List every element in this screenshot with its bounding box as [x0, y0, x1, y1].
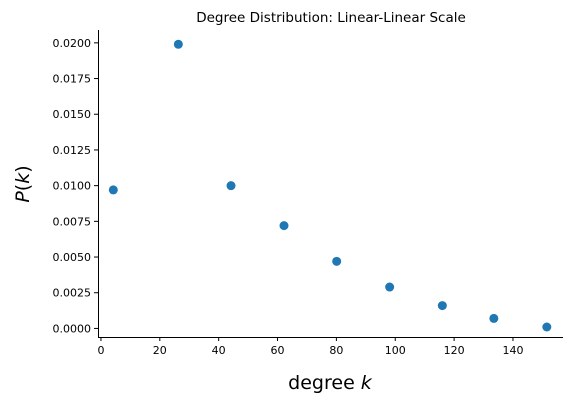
y-tick-label: 0.0025 [53, 287, 92, 300]
x-tick-label: 80 [329, 344, 343, 357]
y-axis-label-open: ( [12, 184, 34, 191]
y-tick-label: 0.0150 [53, 108, 92, 121]
x-tick-label: 120 [444, 344, 465, 357]
y-tick-label: 0.0125 [53, 144, 92, 157]
y-tick-label: 0.0175 [53, 73, 92, 86]
y-axis-label-var-k: k [12, 172, 34, 184]
x-axis-ticks: 0 20 40 60 80 100 120 140 [97, 337, 523, 357]
x-axis-label: degree k [288, 372, 373, 394]
y-tick-label: 0.0200 [53, 37, 92, 50]
data-point [108, 185, 118, 195]
x-tick-label: 60 [271, 344, 285, 357]
y-tick-label: 0.0050 [53, 251, 92, 264]
x-tick-label: 100 [385, 344, 406, 357]
plot-area [108, 39, 552, 332]
data-point [385, 282, 395, 292]
data-point [279, 221, 289, 231]
y-axis-ticks: 0.0000 0.0025 0.0050 0.0075 0.0100 0.0125 0.01… [53, 37, 98, 335]
y-tick-label: 0.0000 [53, 322, 92, 335]
x-axis-label-variable: k [361, 372, 373, 394]
x-tick-label: 20 [153, 344, 167, 357]
y-axis-label: P(k) [12, 165, 34, 202]
y-axis-label-var-p: P [12, 191, 34, 203]
data-point [542, 322, 552, 332]
data-point [489, 313, 499, 323]
y-tick-label: 0.0075 [53, 215, 92, 228]
y-axis-label-close: ) [12, 165, 34, 172]
data-point [226, 181, 236, 191]
data-point [437, 301, 447, 311]
chart-title: Degree Distribution: Linear-Linear Scale [196, 10, 466, 26]
data-point [173, 39, 183, 49]
x-tick-label: 40 [212, 344, 226, 357]
y-tick-label: 0.0100 [53, 180, 92, 193]
x-tick-label: 140 [502, 344, 523, 357]
x-axis-label-text: degree [288, 372, 361, 394]
data-point [332, 256, 342, 266]
x-tick-label: 0 [97, 344, 104, 357]
